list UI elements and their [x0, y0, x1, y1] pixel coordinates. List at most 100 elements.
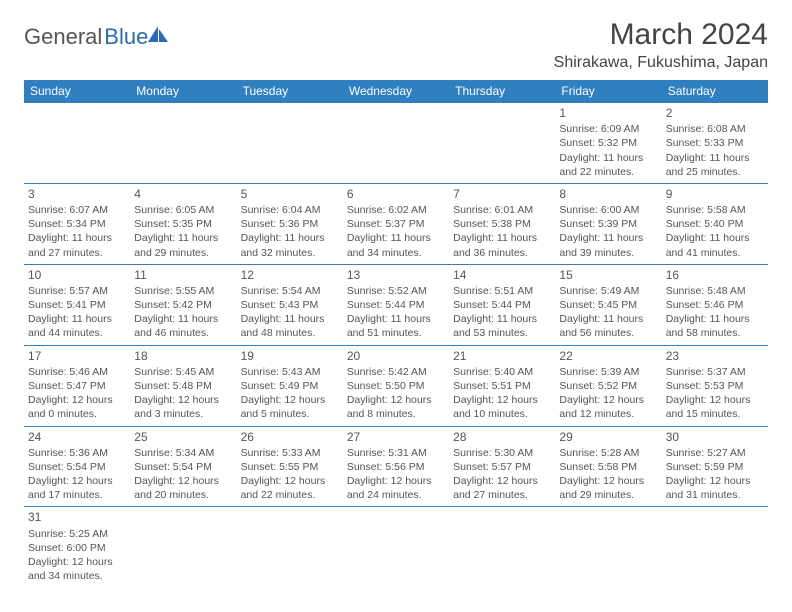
cell-sunset: Sunset: 5:52 PM [559, 379, 657, 393]
cell-sunrise: Sunrise: 5:42 AM [347, 365, 445, 379]
cell-day2: and 41 minutes. [666, 246, 764, 260]
cell-day1: Daylight: 11 hours [28, 312, 126, 326]
cell-day2: and 17 minutes. [28, 488, 126, 502]
day-header: Monday [130, 80, 236, 103]
calendar-cell: 21Sunrise: 5:40 AMSunset: 5:51 PMDayligh… [449, 345, 555, 426]
calendar-cell [555, 507, 661, 587]
cell-sunset: Sunset: 5:35 PM [134, 217, 232, 231]
cell-sunrise: Sunrise: 5:49 AM [559, 284, 657, 298]
day-number: 12 [241, 267, 339, 283]
cell-sunrise: Sunrise: 6:05 AM [134, 203, 232, 217]
calendar-cell: 4Sunrise: 6:05 AMSunset: 5:35 PMDaylight… [130, 183, 236, 264]
cell-sunset: Sunset: 5:47 PM [28, 379, 126, 393]
calendar-cell: 3Sunrise: 6:07 AMSunset: 5:34 PMDaylight… [24, 183, 130, 264]
cell-day2: and 58 minutes. [666, 326, 764, 340]
day-number: 19 [241, 348, 339, 364]
calendar-cell: 28Sunrise: 5:30 AMSunset: 5:57 PMDayligh… [449, 426, 555, 507]
title-block: March 2024 Shirakawa, Fukushima, Japan [554, 18, 768, 72]
cell-day2: and 34 minutes. [347, 246, 445, 260]
calendar-cell: 17Sunrise: 5:46 AMSunset: 5:47 PMDayligh… [24, 345, 130, 426]
day-number: 4 [134, 186, 232, 202]
cell-day1: Daylight: 12 hours [666, 393, 764, 407]
cell-sunset: Sunset: 5:56 PM [347, 460, 445, 474]
calendar-cell: 24Sunrise: 5:36 AMSunset: 5:54 PMDayligh… [24, 426, 130, 507]
calendar-cell [343, 507, 449, 587]
calendar-cell [449, 507, 555, 587]
cell-day1: Daylight: 11 hours [241, 312, 339, 326]
cell-sunset: Sunset: 5:58 PM [559, 460, 657, 474]
cell-day1: Daylight: 11 hours [559, 231, 657, 245]
cell-sunset: Sunset: 5:49 PM [241, 379, 339, 393]
calendar-row: 24Sunrise: 5:36 AMSunset: 5:54 PMDayligh… [24, 426, 768, 507]
cell-day2: and 22 minutes. [559, 165, 657, 179]
cell-day2: and 46 minutes. [134, 326, 232, 340]
day-number: 21 [453, 348, 551, 364]
cell-day2: and 3 minutes. [134, 407, 232, 421]
calendar-cell: 11Sunrise: 5:55 AMSunset: 5:42 PMDayligh… [130, 264, 236, 345]
calendar-cell: 31Sunrise: 5:25 AMSunset: 6:00 PMDayligh… [24, 507, 130, 587]
cell-sunrise: Sunrise: 5:45 AM [134, 365, 232, 379]
day-number: 7 [453, 186, 551, 202]
calendar-cell: 16Sunrise: 5:48 AMSunset: 5:46 PMDayligh… [662, 264, 768, 345]
cell-sunrise: Sunrise: 5:40 AM [453, 365, 551, 379]
cell-day1: Daylight: 11 hours [453, 312, 551, 326]
location-text: Shirakawa, Fukushima, Japan [554, 54, 768, 72]
logo-text-general: General [24, 24, 102, 50]
cell-sunset: Sunset: 5:54 PM [28, 460, 126, 474]
cell-sunrise: Sunrise: 5:48 AM [666, 284, 764, 298]
calendar-cell [343, 103, 449, 184]
cell-sunset: Sunset: 5:43 PM [241, 298, 339, 312]
cell-day2: and 10 minutes. [453, 407, 551, 421]
logo: GeneralBlue [24, 18, 170, 50]
cell-sunrise: Sunrise: 5:36 AM [28, 446, 126, 460]
calendar-cell: 30Sunrise: 5:27 AMSunset: 5:59 PMDayligh… [662, 426, 768, 507]
cell-day1: Daylight: 11 hours [241, 231, 339, 245]
day-number: 10 [28, 267, 126, 283]
cell-sunset: Sunset: 5:59 PM [666, 460, 764, 474]
calendar-cell [237, 103, 343, 184]
logo-text-blue: Blue [104, 24, 148, 50]
day-number: 24 [28, 429, 126, 445]
cell-day2: and 48 minutes. [241, 326, 339, 340]
day-header: Sunday [24, 80, 130, 103]
cell-sunset: Sunset: 5:34 PM [28, 217, 126, 231]
cell-sunset: Sunset: 5:41 PM [28, 298, 126, 312]
cell-day2: and 12 minutes. [559, 407, 657, 421]
day-number: 20 [347, 348, 445, 364]
cell-sunset: Sunset: 5:42 PM [134, 298, 232, 312]
cell-day2: and 44 minutes. [28, 326, 126, 340]
cell-day2: and 27 minutes. [28, 246, 126, 260]
cell-day2: and 29 minutes. [134, 246, 232, 260]
calendar-cell: 20Sunrise: 5:42 AMSunset: 5:50 PMDayligh… [343, 345, 449, 426]
calendar-cell: 12Sunrise: 5:54 AMSunset: 5:43 PMDayligh… [237, 264, 343, 345]
day-number: 26 [241, 429, 339, 445]
cell-day1: Daylight: 12 hours [559, 393, 657, 407]
day-number: 8 [559, 186, 657, 202]
cell-sunset: Sunset: 5:51 PM [453, 379, 551, 393]
cell-day1: Daylight: 11 hours [666, 312, 764, 326]
calendar-cell: 23Sunrise: 5:37 AMSunset: 5:53 PMDayligh… [662, 345, 768, 426]
calendar-cell [237, 507, 343, 587]
calendar-cell [24, 103, 130, 184]
calendar-cell: 26Sunrise: 5:33 AMSunset: 5:55 PMDayligh… [237, 426, 343, 507]
day-number: 30 [666, 429, 764, 445]
cell-sunrise: Sunrise: 6:01 AM [453, 203, 551, 217]
calendar-cell: 13Sunrise: 5:52 AMSunset: 5:44 PMDayligh… [343, 264, 449, 345]
cell-day1: Daylight: 12 hours [28, 474, 126, 488]
cell-sunset: Sunset: 5:45 PM [559, 298, 657, 312]
cell-sunset: Sunset: 5:36 PM [241, 217, 339, 231]
cell-sunrise: Sunrise: 5:31 AM [347, 446, 445, 460]
day-number: 22 [559, 348, 657, 364]
cell-day2: and 27 minutes. [453, 488, 551, 502]
cell-sunrise: Sunrise: 5:58 AM [666, 203, 764, 217]
calendar-cell: 18Sunrise: 5:45 AMSunset: 5:48 PMDayligh… [130, 345, 236, 426]
cell-sunset: Sunset: 5:57 PM [453, 460, 551, 474]
cell-sunrise: Sunrise: 5:33 AM [241, 446, 339, 460]
calendar-cell: 7Sunrise: 6:01 AMSunset: 5:38 PMDaylight… [449, 183, 555, 264]
cell-sunset: Sunset: 5:33 PM [666, 136, 764, 150]
calendar-cell [449, 103, 555, 184]
day-header: Thursday [449, 80, 555, 103]
cell-sunset: Sunset: 5:54 PM [134, 460, 232, 474]
day-number: 11 [134, 267, 232, 283]
cell-sunrise: Sunrise: 5:25 AM [28, 527, 126, 541]
